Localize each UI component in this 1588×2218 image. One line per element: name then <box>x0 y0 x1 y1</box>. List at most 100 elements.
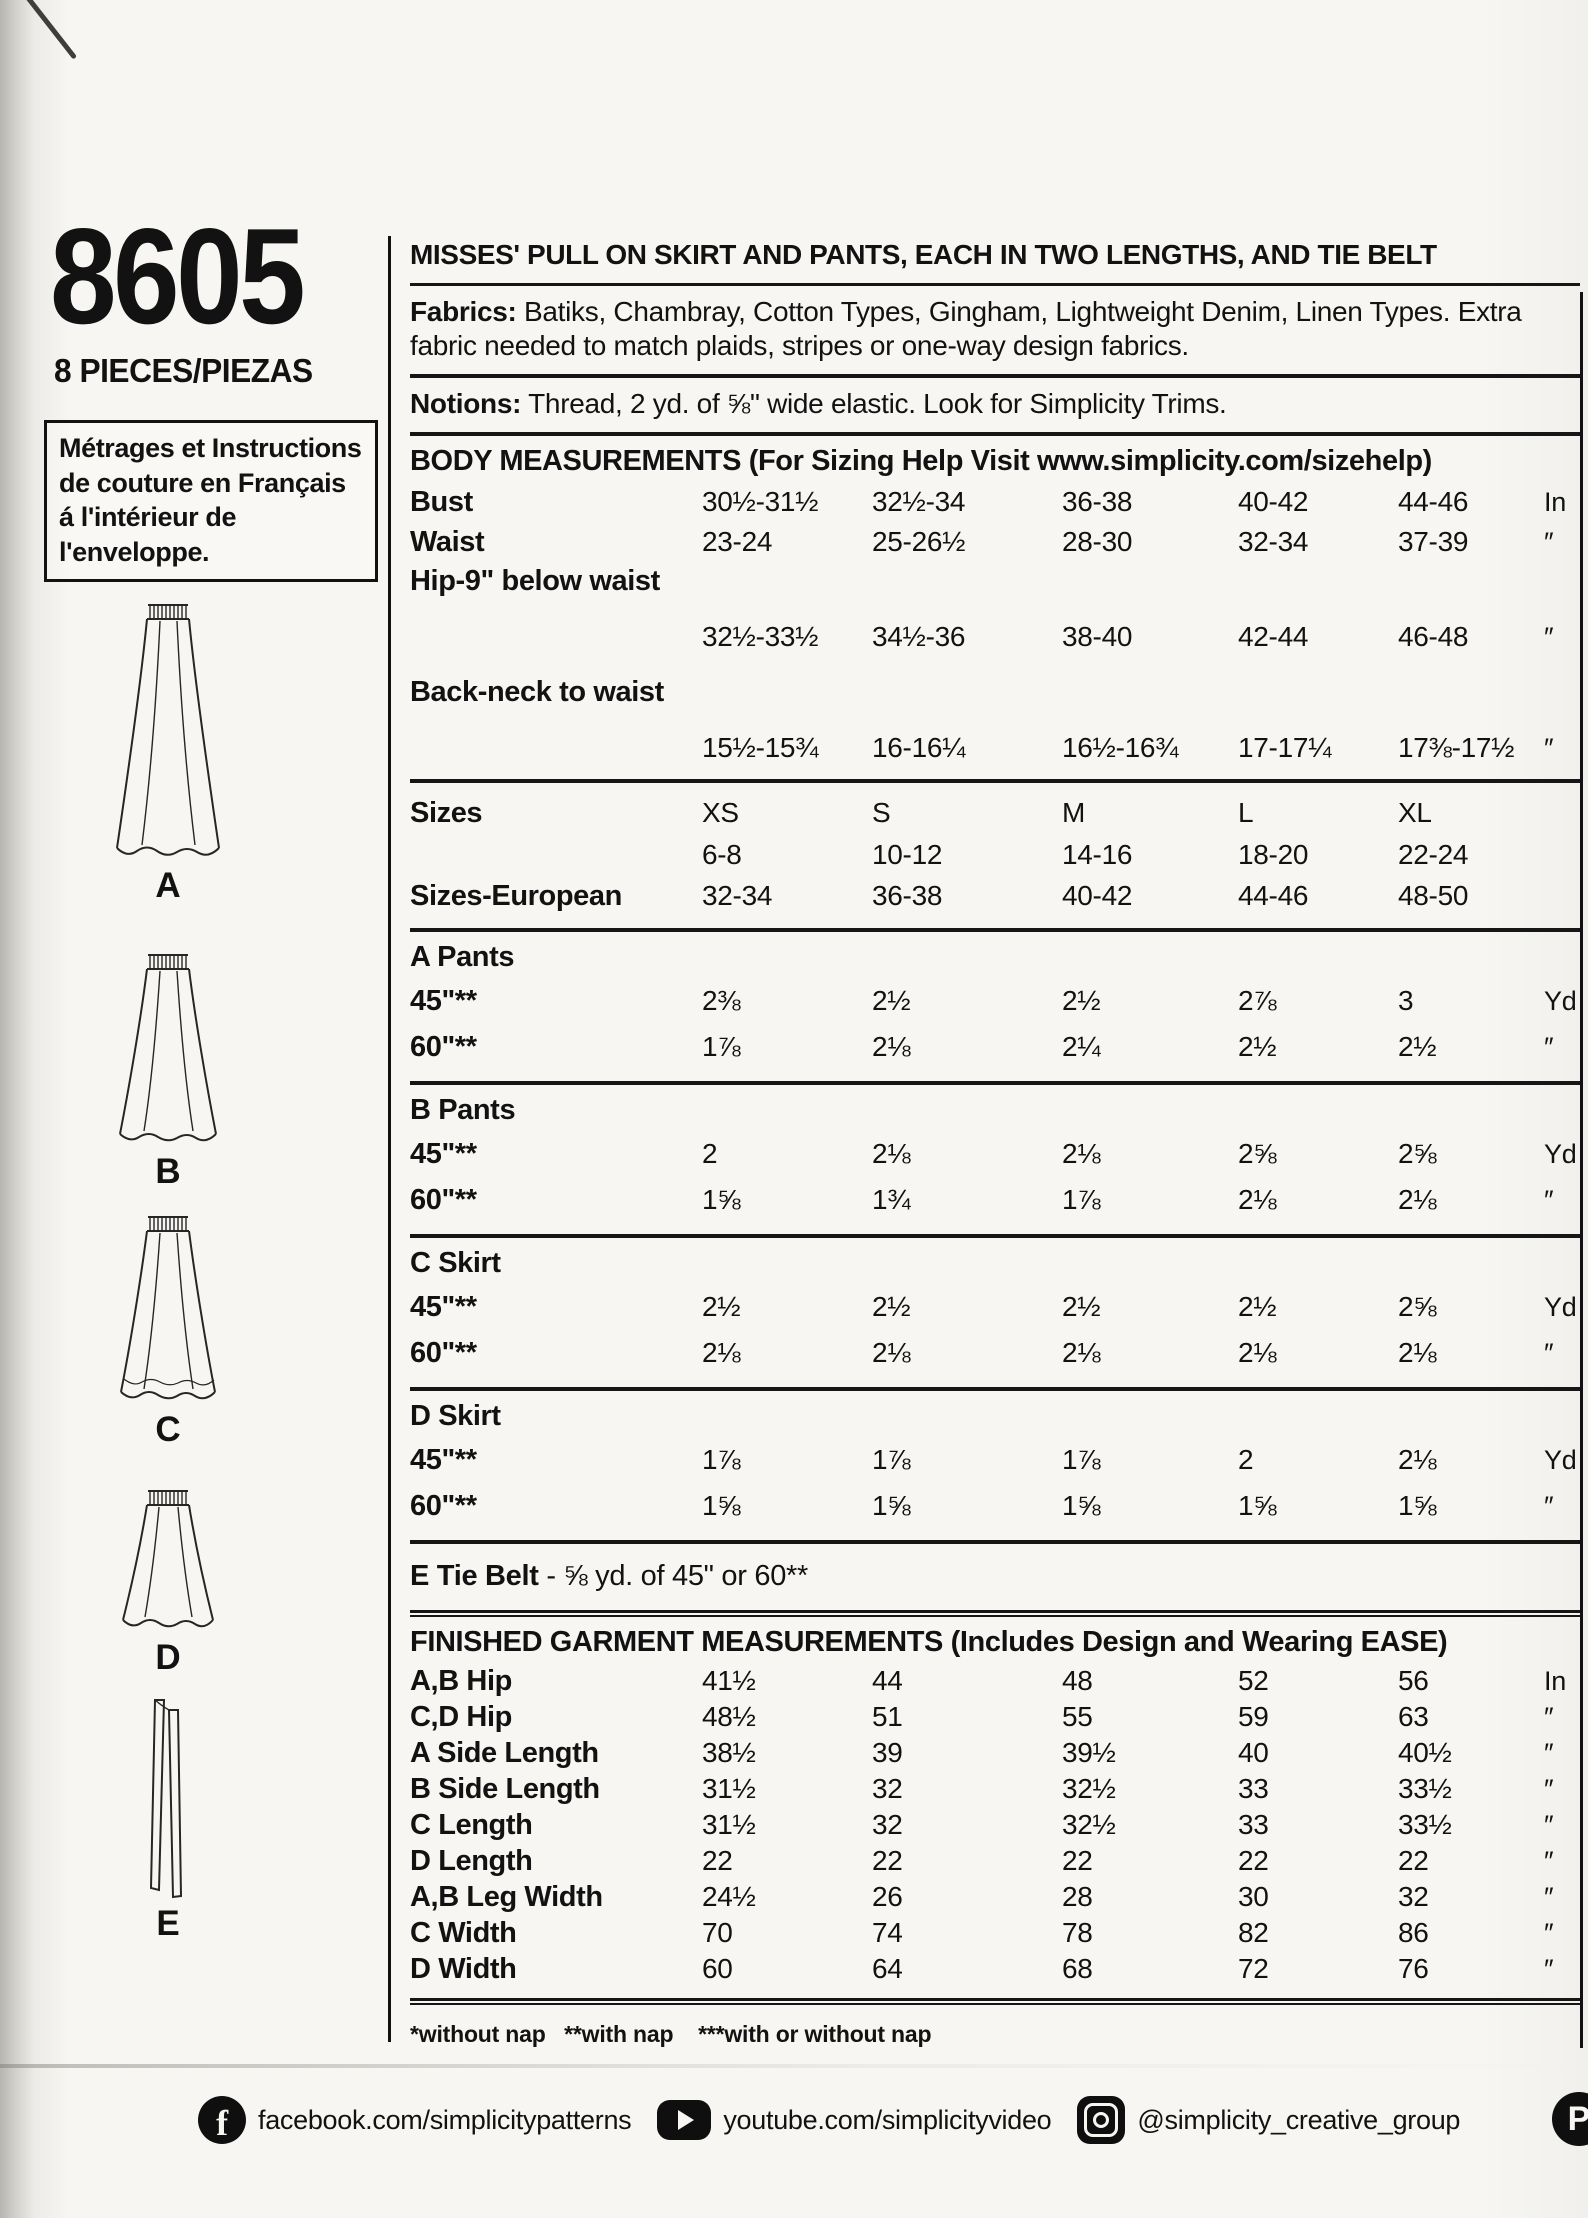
divider <box>410 373 1580 378</box>
row-value: 39 <box>872 1737 903 1769</box>
vertical-divider <box>388 236 391 2042</box>
row-value: 44 <box>872 1665 903 1697</box>
row-value: 32-34 <box>702 880 773 912</box>
fabrics-paragraph: Fabrics: Batiks, Chambray, Cotton Types,… <box>410 295 1580 363</box>
french-note-line: de couture en Français <box>59 467 346 498</box>
row-value: 38½ <box>702 1737 756 1769</box>
row-value: 32 <box>872 1773 903 1805</box>
body-measurements-table: Bust 30½-31½ 32½-34 36-38 40-42 44-46 In Waist 2… <box>410 482 1580 768</box>
row-value: S <box>872 797 891 829</box>
row-value: 1⅝ <box>1062 1490 1101 1522</box>
row-value: 32½-34 <box>872 486 966 518</box>
row-label: Waist <box>410 526 485 559</box>
specifications-panel: MISSES' PULL ON SKIRT AND PANTS, EACH IN… <box>410 238 1580 2054</box>
french-note-line: l'enveloppe. <box>59 536 210 567</box>
row-value: 22 <box>872 1845 903 1877</box>
instagram-icon <box>1077 2096 1126 2144</box>
row-value: 34½-36 <box>872 621 966 653</box>
divider <box>410 1234 1580 1239</box>
row-label: C Width <box>410 1917 517 1950</box>
row-value: 37-39 <box>1398 526 1469 558</box>
row-value: 38-40 <box>1062 621 1133 653</box>
row-unit: ″ <box>1544 1918 1554 1949</box>
row-value: 2½ <box>1238 1291 1277 1323</box>
envelope-right-edge <box>1580 292 1583 2048</box>
row-value: 23-24 <box>702 526 773 558</box>
instagram-handle: @simplicity_creative_group <box>1137 2104 1461 2135</box>
table-row: 45"** 1⅞ 1⅞ 1⅞ 2 2⅛ Yd <box>410 1437 1580 1483</box>
row-value: 2⅛ <box>1398 1444 1437 1476</box>
row-value: 82 <box>1238 1917 1269 1949</box>
d-skirt-heading: D Skirt <box>410 1400 501 1433</box>
row-value: 48-50 <box>1398 880 1469 912</box>
row-value: 22-24 <box>1398 839 1469 871</box>
row-value: 31½ <box>702 1773 756 1805</box>
row-value: 2⅛ <box>1238 1337 1277 1369</box>
row-value: 17⅜-17½ <box>1398 732 1515 764</box>
row-value: 22 <box>1398 1845 1429 1877</box>
row-value: 32-34 <box>1238 526 1309 558</box>
row-value: 2⅜ <box>702 985 741 1017</box>
divider <box>410 1540 1580 1545</box>
row-value: 17-17¼ <box>1238 732 1332 764</box>
table-row: Back-neck to waist <box>410 673 1580 712</box>
social-media-bar: f facebook.com/simplicitypatterns youtub… <box>198 2090 1588 2150</box>
instagram-frame <box>1084 2103 1119 2137</box>
divider <box>410 282 1580 286</box>
table-row: 60"** 1⅝ 1⅝ 1⅝ 1⅝ 1⅝ ″ <box>410 1483 1580 1529</box>
row-unit: ″ <box>1544 622 1554 653</box>
nap-footnotes: *without nap **with nap ***with or witho… <box>410 2021 932 2048</box>
view-b-label: B <box>155 1152 181 1191</box>
table-row: B Side Length 31½ 32 32½ 33 33½ ″ <box>410 1771 1580 1807</box>
view-b-figure: B <box>86 948 250 1192</box>
table-row: D Width 60 64 68 72 76 ″ <box>410 1951 1580 1987</box>
row-value: 2⅝ <box>1238 1138 1277 1170</box>
row-value: 3 <box>1398 985 1414 1017</box>
row-value: 25-26½ <box>872 526 966 558</box>
row-label: 60"** <box>410 1031 477 1064</box>
table-row: Bust 30½-31½ 32½-34 36-38 40-42 44-46 In <box>410 482 1580 522</box>
row-value: 2⅝ <box>1398 1138 1437 1170</box>
row-value: 31½ <box>702 1809 756 1841</box>
row-value: 22 <box>1062 1845 1093 1877</box>
row-value: 40½ <box>1398 1737 1452 1769</box>
table-row: 45"** 2 2⅛ 2⅛ 2⅝ 2⅝ Yd <box>410 1131 1580 1177</box>
row-value: 1⅝ <box>702 1490 741 1522</box>
row-value: XL <box>1398 797 1432 829</box>
row-label: A Side Length <box>410 1737 599 1770</box>
row-value: 22 <box>1238 1845 1269 1877</box>
row-value: 28 <box>1062 1881 1093 1913</box>
row-value: 63 <box>1398 1701 1429 1733</box>
row-label: B Side Length <box>410 1773 600 1806</box>
row-value: 1¾ <box>872 1184 911 1216</box>
row-value: 22 <box>702 1845 733 1877</box>
view-e-label: E <box>156 1904 180 1943</box>
row-value: 30 <box>1238 1881 1269 1913</box>
b-pants-yardage-table: 45"** 2 2⅛ 2⅛ 2⅝ 2⅝ Yd 60"** 1⅝ 1¾ 1⅞ 2⅛ 2⅛ ″ <box>410 1131 1580 1223</box>
view-d-figure: D <box>86 1484 250 1678</box>
pattern-title: MISSES' PULL ON SKIRT AND PANTS, EACH IN… <box>410 239 1437 270</box>
row-value: 2⅛ <box>1398 1184 1437 1216</box>
row-value: 2⅛ <box>872 1337 911 1369</box>
row-value: 41½ <box>702 1665 756 1697</box>
row-value: 74 <box>872 1917 903 1949</box>
row-value: 1⅝ <box>702 1184 741 1216</box>
row-value: 55 <box>1062 1701 1093 1733</box>
play-icon <box>678 2110 695 2130</box>
tie-belt-line: E Tie Belt - ⅝ yd. of 45" or 60** <box>410 1553 1580 1599</box>
row-unit: Yd <box>1544 1139 1577 1170</box>
notions-label: Notions: <box>410 387 522 419</box>
row-value: 2⅛ <box>1062 1138 1101 1170</box>
view-d-label: D <box>155 1638 181 1677</box>
row-unit: ″ <box>1544 1491 1554 1522</box>
table-row: A,B Leg Width 24½ 26 28 30 32 ″ <box>410 1879 1580 1915</box>
row-unit: ″ <box>1544 1882 1554 1913</box>
facebook-handle: facebook.com/simplicitypatterns <box>258 2104 632 2135</box>
divider <box>410 1610 1580 1618</box>
table-row: 32½-33½ 34½-36 38-40 42-44 46-48 ″ <box>410 617 1580 657</box>
sizes-table: Sizes XS S M L XL 6-8 10-12 14-16 18-20 22-24 Sizes… <box>410 792 1580 917</box>
row-value: 52 <box>1238 1665 1269 1697</box>
row-value: 44-46 <box>1398 486 1469 518</box>
table-row: 45"** 2⅜ 2½ 2½ 2⅞ 3 Yd <box>410 978 1580 1024</box>
